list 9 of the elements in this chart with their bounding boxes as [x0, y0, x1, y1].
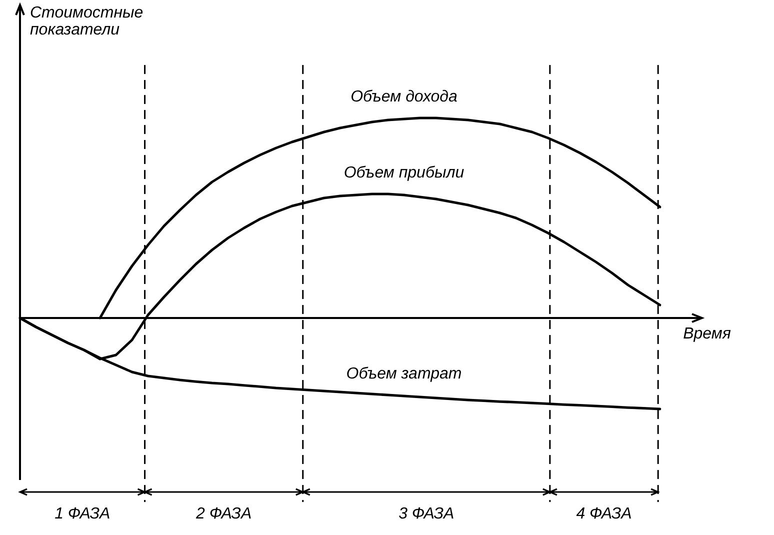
text: 4 ФАЗА [576, 505, 632, 522]
series-label: Объем прибыли [344, 164, 464, 182]
x-axis-title: Время [683, 325, 732, 342]
text: 1 ФАЗА [54, 505, 110, 522]
y-axis-title: Стоимостные показатели [30, 4, 144, 38]
series-label: Объем затрат [346, 365, 462, 382]
text: 3 ФАЗА [398, 505, 454, 522]
text: 2 ФАЗА [195, 505, 252, 522]
series-label: Объем дохода [350, 88, 458, 106]
